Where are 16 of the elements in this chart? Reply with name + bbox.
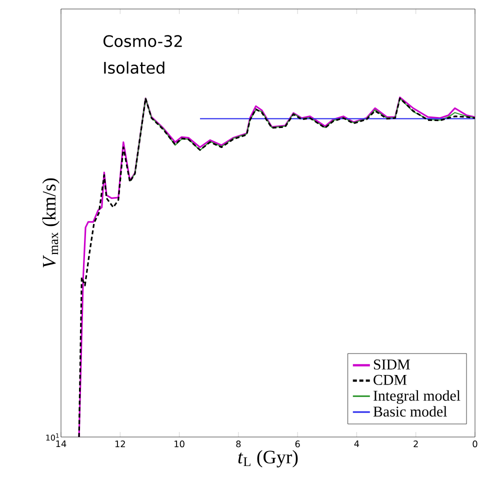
x-tick-label: 2	[414, 440, 418, 448]
legend-label: SIDM	[374, 360, 410, 370]
legend-label: CDM	[374, 374, 407, 385]
x-tick-label: 6	[295, 440, 300, 448]
x-axis-title: t$_{L}$ (Gyr)	[238, 450, 298, 468]
x-tick-label: 4	[354, 440, 360, 448]
x-tick-label: 12	[115, 440, 125, 448]
y-axis-title: V$_{max}$ (km/s)	[42, 178, 60, 268]
text: Isolated	[104, 61, 164, 74]
text: Cosmo-32	[103, 35, 182, 48]
legend-label: Integral model	[374, 390, 460, 404]
x-tick-label: 0	[472, 440, 478, 448]
x-tick-label: 8	[236, 440, 241, 448]
x-tick-label: 14	[56, 440, 66, 448]
legend-label: Basic model	[373, 406, 447, 417]
x-tick-label: 10	[174, 440, 184, 448]
